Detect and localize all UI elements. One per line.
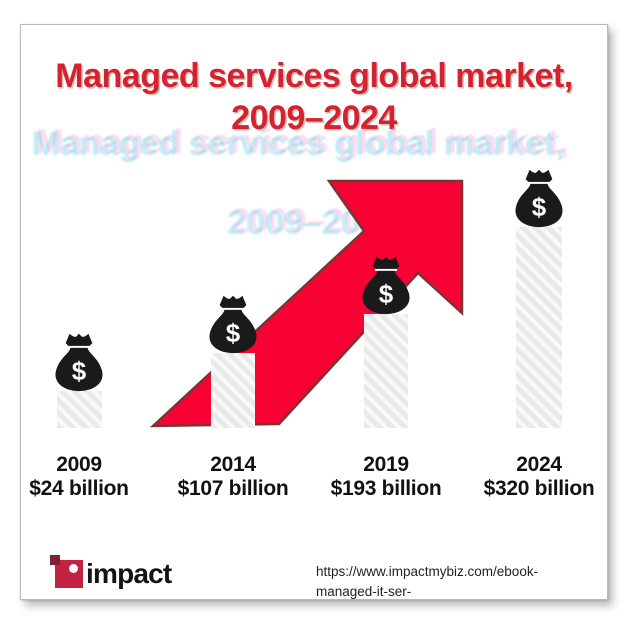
year-label: 2009	[56, 453, 102, 476]
dollar-glyph: $	[379, 281, 394, 309]
money-bag-icon: $	[55, 333, 103, 392]
dollar-glyph: $	[532, 194, 547, 222]
money-bag-icon: $	[362, 256, 410, 315]
title-line-1: Managed services global market,	[55, 57, 573, 95]
dollar-glyph: $	[72, 358, 87, 386]
impact-logo: impact	[50, 555, 172, 589]
value-label: $24 billion	[29, 477, 129, 500]
year-label: 2014	[210, 453, 256, 476]
value-label: $107 billion	[177, 477, 289, 500]
money-bag-icon: $	[209, 295, 257, 354]
year-label: 2024	[516, 453, 562, 476]
year-label: 2019	[363, 453, 409, 476]
bar-2024	[516, 227, 562, 428]
bar-2009	[57, 391, 102, 428]
bar-2014	[211, 353, 255, 428]
infographic-card: Managed services global market, 2009–202…	[20, 24, 608, 600]
column-label-2024: 2024 $320 billion	[454, 453, 607, 501]
column-label-2019: 2019 $193 billion	[301, 453, 471, 501]
impact-logo-text: impact	[86, 558, 172, 589]
column-label-2009: 2009 $24 billion	[21, 453, 164, 501]
column-label-2014: 2014 $107 billion	[148, 453, 318, 501]
title-line-2: 2009–2024	[231, 99, 397, 137]
page-title: Managed services global market, 2009–202…	[21, 55, 607, 139]
dollar-glyph: $	[226, 320, 241, 348]
value-label: $193 billion	[330, 477, 442, 500]
source-url: https://www.impactmybiz.com/ebook-manage…	[316, 562, 596, 599]
value-label: $320 billion	[483, 477, 595, 500]
money-bag-icon: $	[515, 169, 563, 228]
source-url-line-1: https://www.impactmybiz.com/ebook-manage…	[316, 564, 539, 599]
impact-logo-icon	[50, 555, 83, 588]
bar-2019	[364, 314, 408, 428]
